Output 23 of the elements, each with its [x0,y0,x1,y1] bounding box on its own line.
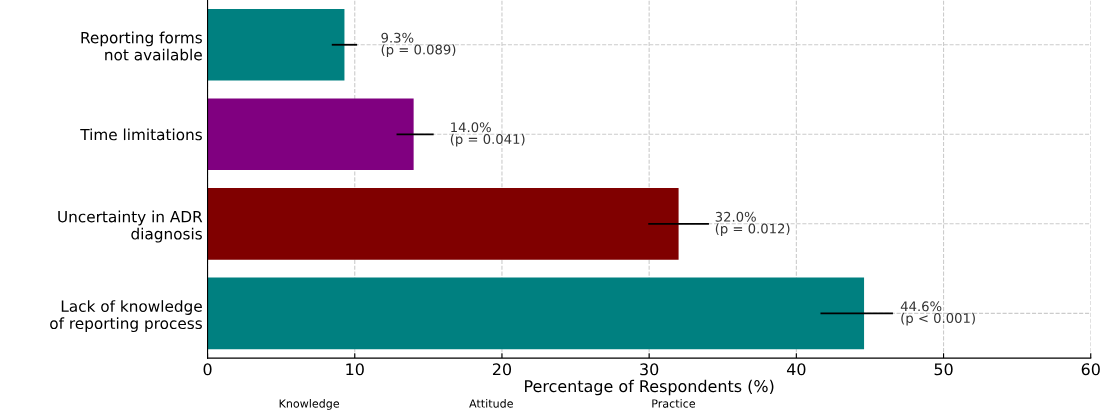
y-tick-label: Uncertainty in ADR diagnosis [58,210,203,243]
x-tick-label: 0 [203,363,212,376]
y-tick-label: Time limitations [80,128,202,141]
x-tick-label: 40 [786,363,806,376]
x-tick-label: 60 [1081,363,1100,376]
data-label: 9.3% (p = 0.089) [381,32,456,58]
y-tick-label: Reporting forms not available [81,31,202,61]
bar [207,8,345,81]
x-tick-label: 20 [492,363,512,376]
x-axis-title: Percentage of Respondents (%) [525,379,774,396]
bar [207,188,679,260]
y-tick-label: Lack of knowledge of reporting process [50,300,202,333]
data-label: 14.0% (p = 0.041) [450,122,525,147]
bar [207,98,414,171]
x-tick-label: 10 [346,363,364,376]
text: Attitude [469,399,513,408]
data-label: 44.6% (p < 0.001) [900,301,975,326]
data-label: 32.0% (p = 0.012) [715,211,790,237]
bar [207,277,865,350]
x-tick-label: 30 [640,363,659,376]
text: Knowledge [279,399,340,410]
text: Practice [652,399,696,408]
x-tick-label: 50 [934,363,953,376]
